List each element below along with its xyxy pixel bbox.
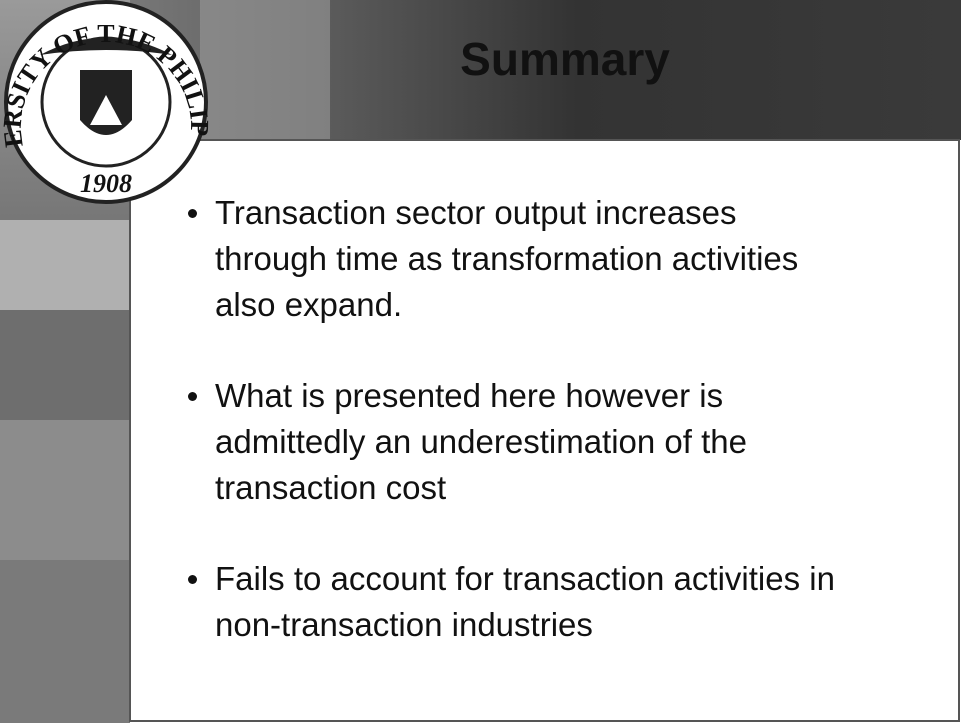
bullet-line: transaction cost <box>215 469 447 506</box>
bullet-line: through time as transformation activitie… <box>215 240 799 277</box>
bullet-line: Fails to account for transaction activit… <box>215 560 835 597</box>
photo <box>0 310 130 420</box>
photo <box>0 560 130 723</box>
bullet-line: Transaction sector output increases <box>215 194 737 231</box>
seal-eagle <box>40 37 172 55</box>
slide-title: Summary <box>460 33 670 85</box>
photo <box>0 220 130 310</box>
bullet-line: non-transaction industries <box>215 606 593 643</box>
content-area <box>129 139 960 722</box>
bullet: What is presented here however is admitte… <box>185 373 945 511</box>
photo <box>0 420 130 560</box>
bullet-line: What is presented here however is <box>215 377 724 414</box>
bullet: Fails to account for transaction activit… <box>185 556 945 648</box>
bullet-list: Transaction sector output increases throu… <box>185 190 945 693</box>
header-photo <box>200 0 330 140</box>
bullet: Transaction sector output increases throu… <box>185 190 945 328</box>
bullet-line: admittedly an underestimation of the <box>215 423 747 460</box>
seal-triangle <box>90 95 122 125</box>
seal-year: 1908 <box>80 169 132 198</box>
bullet-line: also expand. <box>215 286 403 323</box>
